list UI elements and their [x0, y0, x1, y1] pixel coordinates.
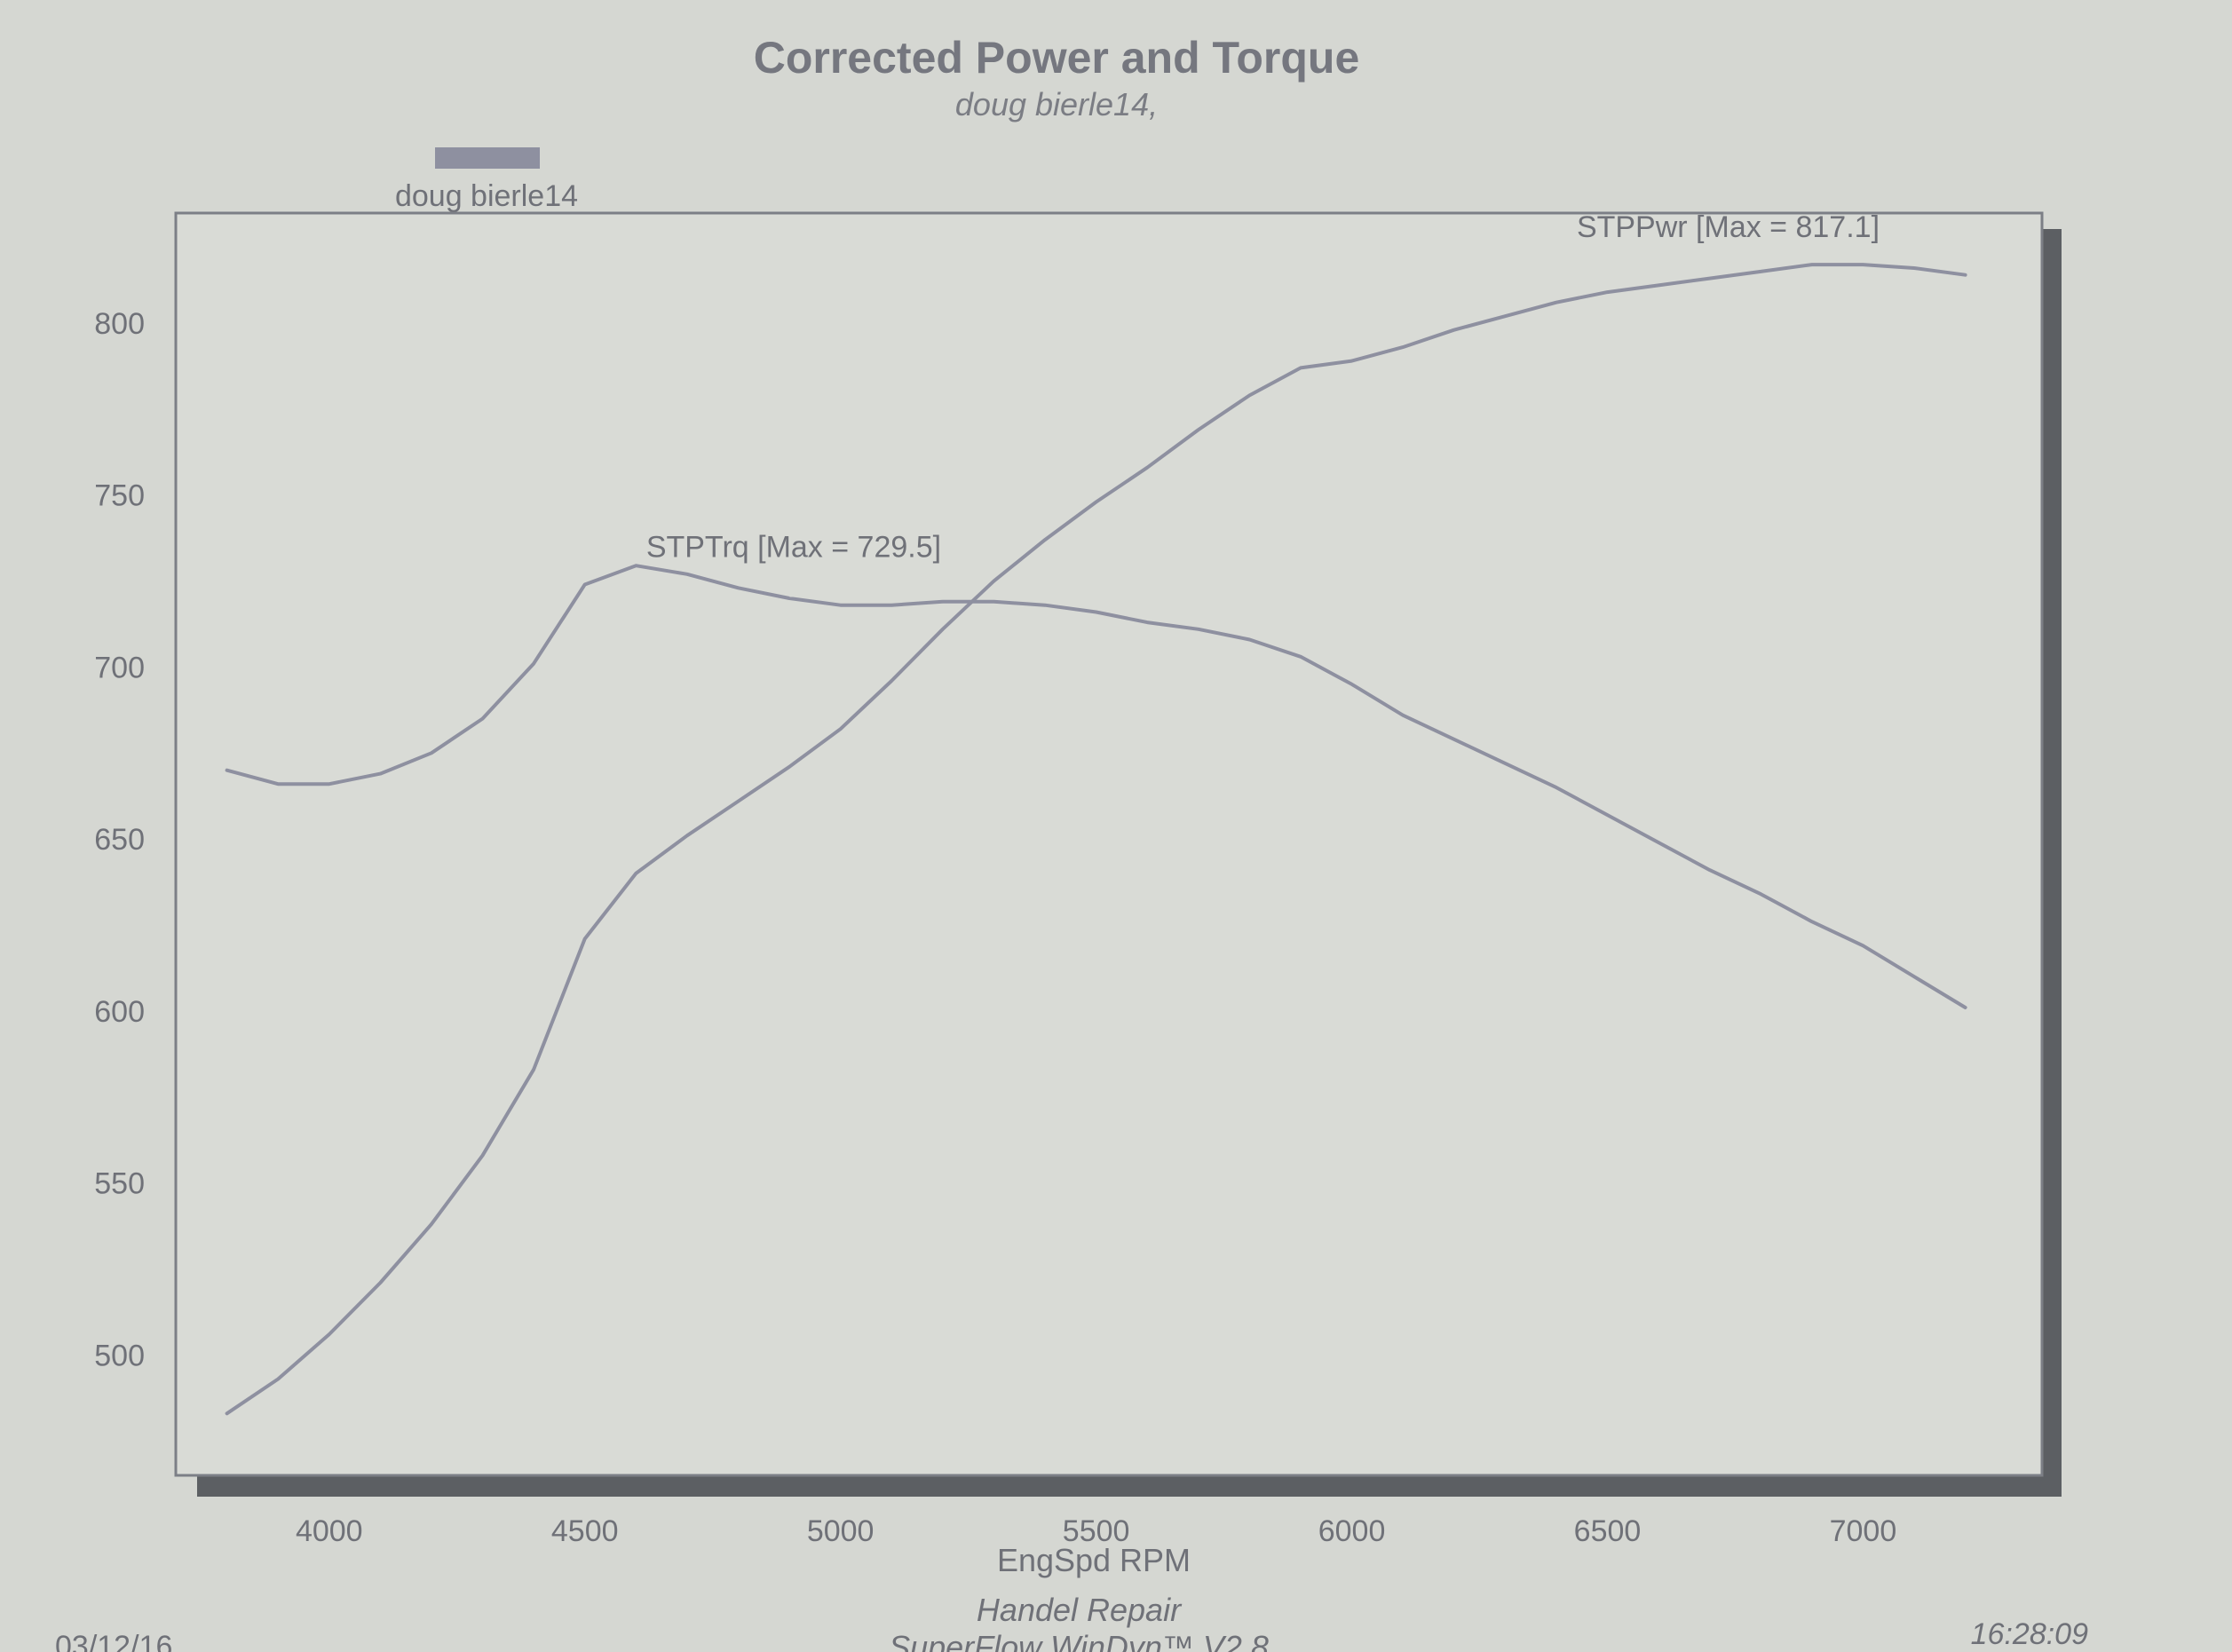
- plot-area: [174, 211, 2044, 1477]
- x-tick-label: 5000: [807, 1514, 875, 1548]
- footer-time: 16:28:09: [1971, 1617, 2088, 1651]
- chart-subtitle: doug bierle14,: [955, 86, 1158, 123]
- x-tick-label: 4000: [296, 1514, 363, 1548]
- x-tick-label: 6500: [1574, 1514, 1642, 1548]
- y-tick-label: 600: [94, 995, 145, 1029]
- y-tick-label: 500: [94, 1339, 145, 1372]
- y-tick-label: 750: [94, 479, 145, 513]
- legend-swatch: [435, 147, 540, 169]
- x-axis-label: EngSpd RPM: [997, 1542, 1191, 1578]
- footer-shop: Handel Repair: [977, 1592, 1183, 1628]
- chart-title: Corrected Power and Torque: [754, 33, 1360, 83]
- footer-software: SuperFlow WinDyn™ V2.8: [889, 1629, 1269, 1652]
- x-tick-label: 4500: [551, 1514, 619, 1548]
- x-tick-label: 7000: [1830, 1514, 1897, 1548]
- series-layer: [225, 263, 1967, 1416]
- series-line-stptrq: [225, 564, 1967, 1009]
- y-tick-label: 550: [94, 1167, 145, 1201]
- y-tick-label: 700: [94, 651, 145, 684]
- x-axis: 4000 4500 5000 5500 6000 6500 7000: [296, 1514, 1896, 1548]
- annotation-stptrq: STPTrq [Max = 729.5]: [646, 530, 941, 564]
- y-tick-label: 800: [94, 307, 145, 341]
- x-tick-label: 6000: [1318, 1514, 1386, 1548]
- legend-label: doug bierle14: [395, 179, 578, 213]
- x-tick-label: 5500: [1063, 1514, 1130, 1548]
- footer-date: 03/12/16: [55, 1630, 172, 1652]
- series-line-stppwr: [225, 263, 1967, 1416]
- y-tick-label: 650: [94, 823, 145, 857]
- annotation-stppwr: STPPwr [Max = 817.1]: [1577, 210, 1880, 244]
- y-axis: 500 550 600 650 700 750 800: [94, 307, 145, 1372]
- annotation-layer: STPPwr [Max = 817.1] STPTrq [Max = 729.5]: [646, 210, 1880, 564]
